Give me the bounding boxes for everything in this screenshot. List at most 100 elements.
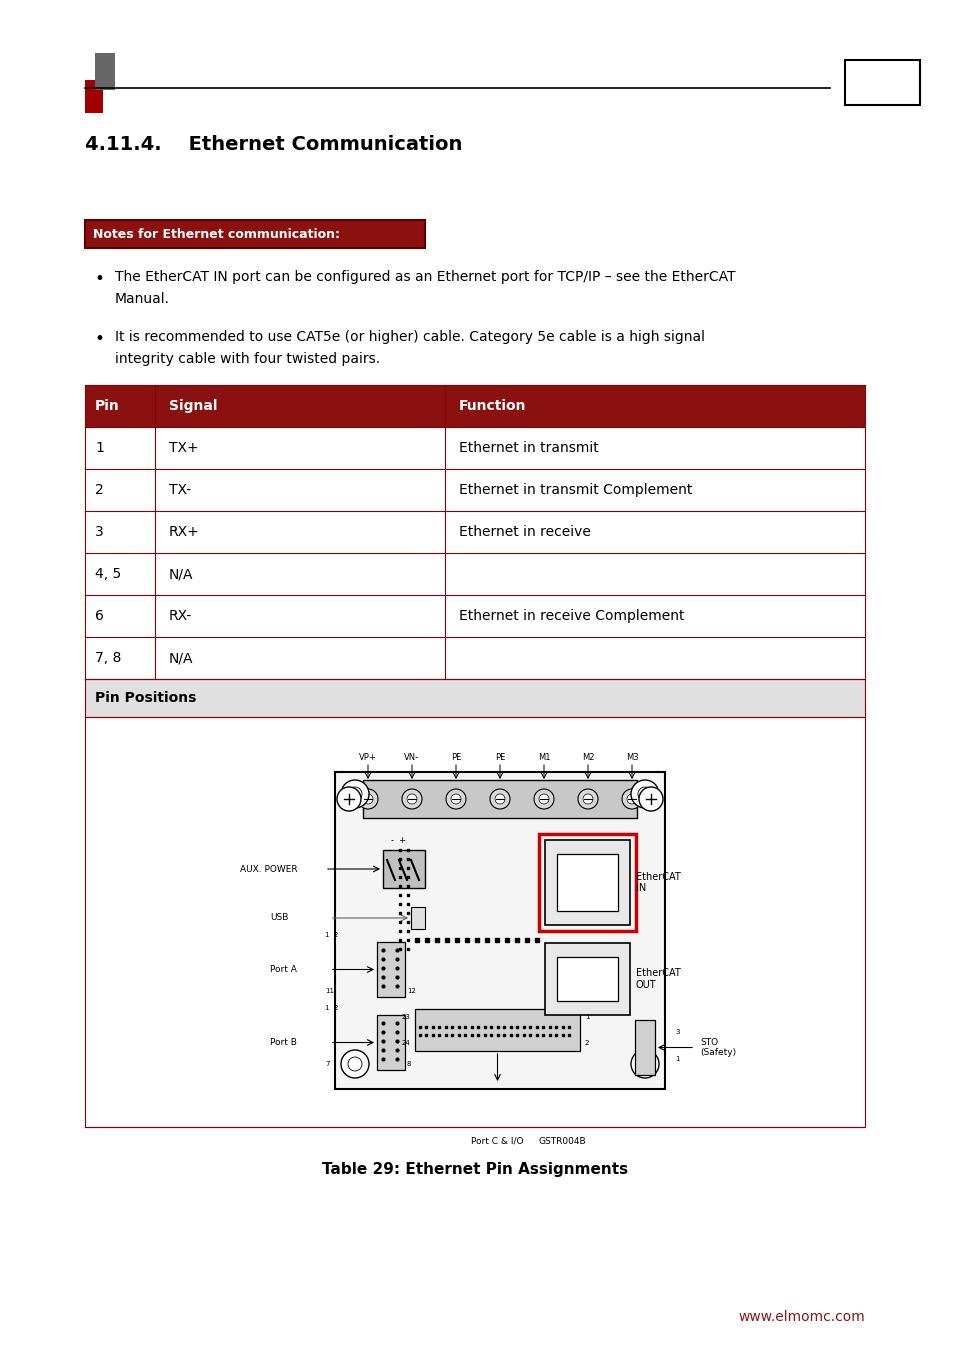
Text: Ethernet in receive: Ethernet in receive [458, 525, 590, 539]
Text: Port A: Port A [270, 965, 296, 973]
Text: Function: Function [458, 400, 526, 413]
Circle shape [630, 780, 659, 809]
Bar [363, 780, 637, 818]
Text: -  +: - + [391, 836, 406, 845]
Text: 23: 23 [400, 1014, 410, 1021]
Text: 4, 5: 4, 5 [95, 567, 121, 580]
Bar [85, 717, 864, 1127]
Text: The EtherCAT IN port can be configured as an Ethernet port for TCP/IP – see the : The EtherCAT IN port can be configured a… [115, 270, 735, 284]
Text: Ethernet in receive Complement: Ethernet in receive Complement [458, 609, 684, 622]
Bar [376, 942, 405, 998]
Bar [557, 855, 618, 911]
Circle shape [538, 794, 548, 805]
Text: AUX. POWER: AUX. POWER [240, 864, 297, 873]
Circle shape [446, 788, 465, 809]
Circle shape [348, 787, 361, 801]
Text: Pin Positions: Pin Positions [95, 691, 196, 705]
Text: N/A: N/A [169, 651, 193, 666]
Circle shape [578, 788, 598, 809]
Text: M1: M1 [537, 753, 550, 761]
Circle shape [348, 1057, 361, 1071]
Text: M3: M3 [625, 753, 638, 761]
Text: Ethernet in transmit Complement: Ethernet in transmit Complement [458, 483, 692, 497]
Circle shape [495, 794, 504, 805]
Circle shape [630, 1050, 659, 1079]
Bar [382, 850, 424, 888]
Polygon shape [85, 80, 103, 113]
Bar [85, 468, 864, 512]
Text: PE: PE [495, 753, 505, 761]
Text: GSTR004B: GSTR004B [538, 1137, 586, 1146]
Bar [85, 595, 864, 637]
Polygon shape [95, 53, 115, 90]
Circle shape [340, 780, 369, 809]
Circle shape [626, 794, 637, 805]
Bar [85, 679, 864, 717]
Circle shape [621, 788, 641, 809]
Text: TX+: TX+ [169, 441, 198, 455]
Text: 1: 1 [95, 441, 104, 455]
Bar [557, 957, 618, 1000]
Text: 1: 1 [675, 1056, 679, 1062]
Text: STO
(Safety): STO (Safety) [700, 1038, 736, 1057]
Text: Pin: Pin [95, 400, 120, 413]
Text: 12: 12 [407, 988, 416, 994]
Circle shape [407, 794, 416, 805]
Text: 24: 24 [401, 1040, 410, 1046]
Bar [544, 840, 629, 925]
Circle shape [490, 788, 510, 809]
Text: PE: PE [451, 753, 460, 761]
Bar [335, 772, 664, 1089]
Bar [85, 554, 864, 595]
Text: RX+: RX+ [169, 525, 199, 539]
Text: 4.11.4.    Ethernet Communication: 4.11.4. Ethernet Communication [85, 135, 462, 154]
Text: 1  2: 1 2 [325, 1004, 338, 1011]
Text: USB: USB [270, 914, 288, 922]
Text: 1  2: 1 2 [325, 931, 338, 938]
Text: It is recommended to use CAT5e (or higher) cable. Category 5e cable is a high si: It is recommended to use CAT5e (or highe… [115, 329, 704, 344]
Text: 11: 11 [325, 988, 334, 994]
Bar [85, 385, 864, 427]
Bar [85, 512, 864, 553]
Text: 2: 2 [584, 1040, 589, 1046]
Text: 8: 8 [407, 1061, 411, 1067]
Bar [85, 427, 864, 468]
Text: Notes for Ethernet communication:: Notes for Ethernet communication: [92, 228, 339, 240]
Text: EtherCAT
OUT: EtherCAT OUT [636, 968, 680, 990]
Text: •: • [95, 329, 105, 348]
Text: Signal: Signal [169, 400, 217, 413]
Text: Port C & I/O: Port C & I/O [471, 1137, 523, 1146]
Text: Manual.: Manual. [115, 292, 170, 306]
Text: RX-: RX- [169, 609, 193, 622]
Bar [538, 834, 636, 931]
Text: Port B: Port B [270, 1038, 296, 1048]
Text: VP+: VP+ [358, 753, 376, 761]
Circle shape [336, 787, 360, 811]
Text: integrity cable with four twisted pairs.: integrity cable with four twisted pairs. [115, 352, 379, 366]
Text: 2: 2 [95, 483, 104, 497]
Text: www.elmomc.com: www.elmomc.com [738, 1310, 864, 1324]
Circle shape [357, 788, 377, 809]
Circle shape [582, 794, 593, 805]
Bar [415, 1008, 579, 1052]
Text: M2: M2 [581, 753, 594, 761]
Circle shape [638, 787, 651, 801]
Text: TX-: TX- [169, 483, 191, 497]
Text: 1: 1 [584, 1014, 589, 1021]
Text: VN-: VN- [404, 753, 419, 761]
Bar [376, 1015, 405, 1071]
Bar [635, 1021, 655, 1075]
Text: 3: 3 [95, 525, 104, 539]
Circle shape [451, 794, 460, 805]
Circle shape [534, 788, 554, 809]
Circle shape [363, 794, 373, 805]
Bar [85, 220, 424, 248]
Text: 7, 8: 7, 8 [95, 651, 121, 666]
Text: •: • [95, 270, 105, 288]
Text: Table 29: Ethernet Pin Assignments: Table 29: Ethernet Pin Assignments [321, 1162, 627, 1177]
Circle shape [340, 1050, 369, 1079]
Text: N/A: N/A [169, 567, 193, 580]
Circle shape [401, 788, 421, 809]
Text: 3: 3 [675, 1029, 679, 1034]
Bar [544, 944, 629, 1015]
